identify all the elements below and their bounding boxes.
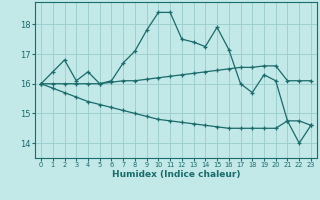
X-axis label: Humidex (Indice chaleur): Humidex (Indice chaleur)	[112, 170, 240, 179]
